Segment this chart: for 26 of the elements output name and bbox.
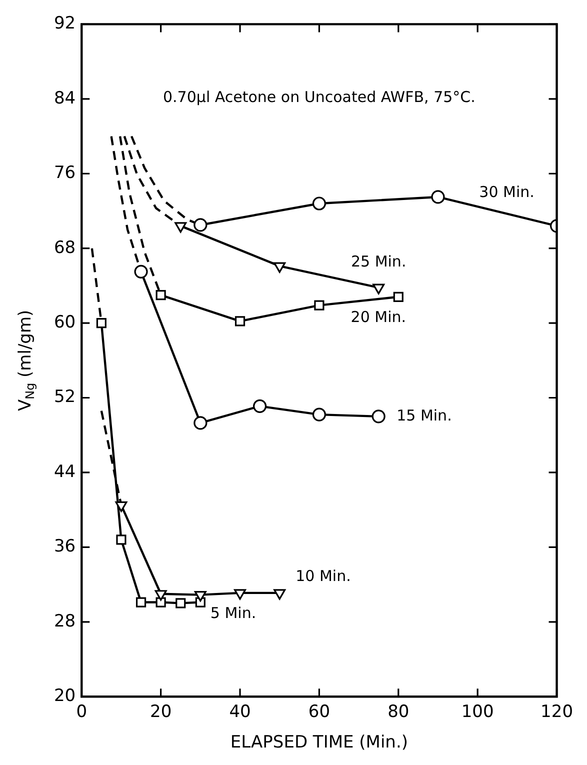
y-tick-label: 28 [54, 611, 76, 632]
series-label: 30 Min. [479, 182, 534, 201]
x-axis-title: ELAPSED TIME (Min.) [230, 732, 408, 752]
series-label: 20 Min. [350, 308, 406, 326]
y-tick-label: 92 [54, 14, 76, 34]
y-tick-label: 20 [54, 686, 76, 706]
x-tick-label: 100 [461, 702, 494, 722]
x-tick-label: 20 [150, 702, 172, 722]
series-label: 25 Min. [350, 252, 406, 270]
series-label: 15 Min. [396, 406, 452, 424]
y-tick-label: 36 [54, 536, 76, 557]
x-tick-label: 120 [540, 702, 574, 722]
x-tick-label: 40 [229, 702, 251, 722]
series-label: 10 Min. [296, 566, 351, 585]
y-tick-label: 44 [54, 462, 76, 482]
x-tick-label: 60 [308, 702, 330, 722]
y-tick-label: 84 [54, 88, 76, 108]
y-tick-label: 68 [54, 238, 76, 258]
y-tick-label: 60 [54, 312, 76, 332]
y-tick-label: 76 [54, 163, 76, 184]
x-tick-label: 80 [388, 702, 410, 722]
text: 0.70µl Acetone on Uncoated AWFB, 75°C. [162, 88, 476, 106]
y-tick-label: 52 [54, 387, 76, 408]
y-axis-title: VNg (ml/gm) [15, 310, 38, 411]
x-tick-label: 0 [76, 702, 88, 722]
series-label: 5 Min. [210, 604, 256, 622]
